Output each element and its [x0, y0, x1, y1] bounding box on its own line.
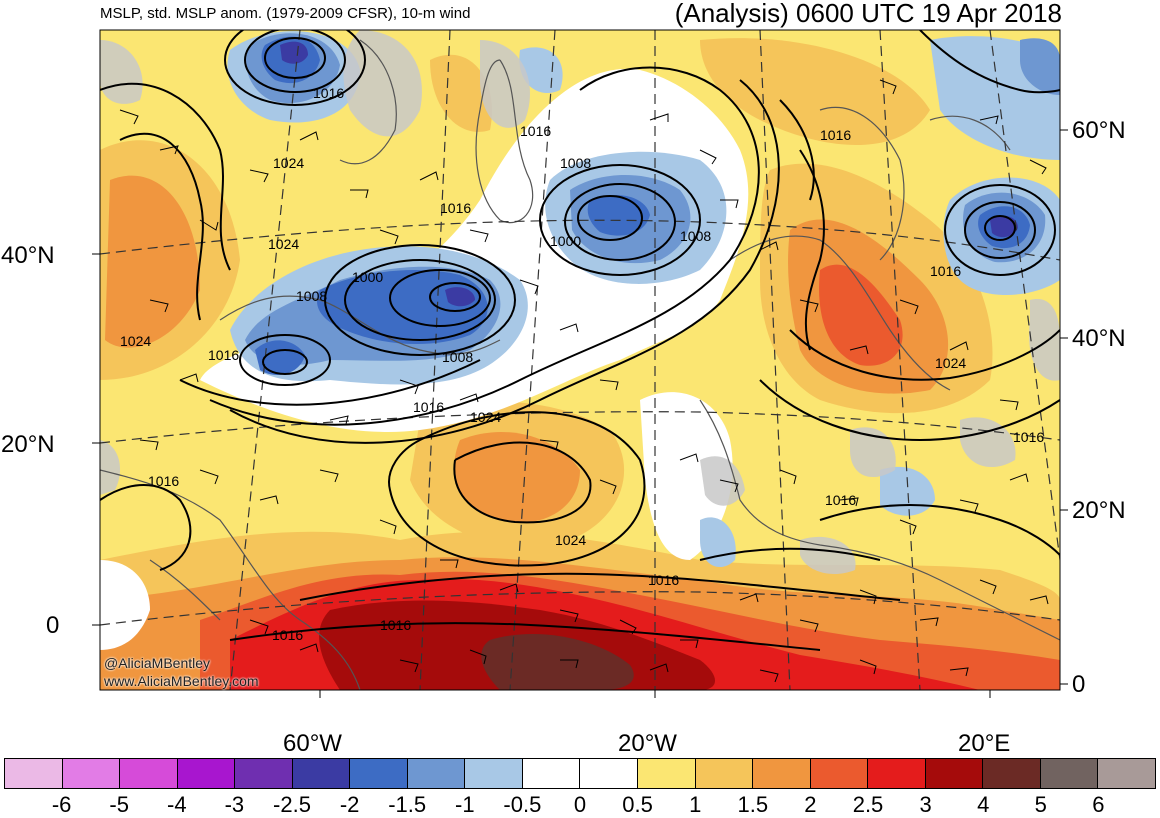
isobar-label: 1008: [296, 288, 327, 304]
lat-lon-grid: [100, 30, 1060, 690]
map-frame: [99, 29, 1061, 691]
lon-label: 20°E: [958, 730, 1011, 757]
colorbar-swatch: [465, 759, 523, 788]
colorbar-swatch: [120, 759, 178, 788]
colorbar-swatch: [235, 759, 293, 788]
isobar-label: 1024: [935, 355, 966, 371]
isobar-label: 1016: [413, 399, 444, 415]
colorbar-tick-label: -2.5: [273, 792, 311, 817]
isobar-label: 1024: [120, 333, 151, 349]
colorbar-tick-label: -1: [455, 792, 475, 817]
axis-ticks: [92, 129, 1068, 698]
colorbar: [4, 758, 1156, 789]
lat-label-left: 0: [46, 612, 60, 639]
isobar-label: 1024: [470, 409, 501, 425]
colorbar-swatch: [695, 759, 754, 788]
isobar-label: 1008: [442, 349, 473, 365]
isobar-label: 1016: [440, 200, 471, 216]
colorbar-tick-label: -0.5: [503, 792, 542, 817]
isobar-label: 1024: [268, 236, 299, 252]
isobar-label: 1000: [352, 269, 383, 285]
colorbar-tick-label: 2.5: [852, 792, 884, 817]
wind-barbs: [119, 79, 1049, 683]
credit-handle: @AliciaMBentley: [104, 655, 211, 671]
isobar-label: 1016: [208, 347, 239, 363]
lat-label-left: 40°N: [1, 242, 55, 269]
colorbar-tick-label: 2: [804, 792, 817, 817]
colorbar-tick-label: -2: [339, 792, 360, 817]
isobar-label: 1016: [648, 572, 679, 588]
colorbar-swatch: [5, 759, 63, 788]
colorbar-swatch: [925, 759, 984, 788]
isobar-label: 1008: [680, 228, 711, 244]
colorbar-swatch: [1040, 759, 1099, 788]
lat-label-right: 20°N: [1072, 497, 1126, 524]
colorbar-swatch: [1098, 759, 1155, 788]
colorbar-swatch: [580, 759, 639, 788]
isobar-label: 1016: [1013, 429, 1044, 445]
colorbar-tick-labels: -6 -5 -4 -3 -2.5 -2 -1.5 -1 -0.5 0 0.5 1 1.5 2 2.5 3 4 5 6: [0, 792, 1160, 817]
colorbar-tick-label: 0: [573, 792, 587, 817]
colorbar-tick-label: 4: [977, 792, 990, 817]
colorbar-swatch: [177, 759, 236, 788]
colorbar-swatch: [810, 759, 869, 788]
map-title-left: MSLP, std. MSLP anom. (1979-2009 CFSR), …: [100, 5, 471, 22]
colorbar-tick-label: -4: [167, 792, 187, 817]
lat-label-left: 20°N: [1, 431, 55, 458]
isobar-label: 1000: [550, 233, 581, 249]
lon-label: 20°W: [618, 730, 677, 757]
isobar-label: 1016: [930, 263, 961, 279]
colorbar-tick-label: -3: [224, 792, 245, 817]
anomaly-shading: [100, 30, 1060, 690]
colorbar-tick-label: -1.5: [388, 792, 427, 817]
colorbar-tick-label: 1.5: [737, 792, 769, 817]
isobar-label: 1024: [555, 532, 586, 548]
isobar-label: 1016: [380, 617, 411, 633]
colorbar-tick-label: 1: [689, 792, 702, 817]
colorbar-tick-label: 3: [919, 792, 932, 817]
colorbar-swatch: [983, 759, 1041, 788]
colorbar-swatch: [868, 759, 926, 788]
colorbar-tick-label: -5: [109, 792, 129, 817]
isobar-label: 1016: [148, 473, 179, 489]
lat-label-right: 0: [1072, 671, 1086, 698]
isobar-label: 1024: [273, 155, 304, 171]
colorbar-swatch: [407, 759, 466, 788]
colorbar-tick-label: 0.5: [622, 792, 653, 817]
isobar-labels: 1016 1024 1016 1008 1024 1016 1000 1008 …: [120, 85, 1044, 643]
isobar-label: 1016: [825, 492, 856, 508]
isobars: [100, 30, 1060, 651]
colorbar-swatch: [292, 759, 351, 788]
isobar-label: 1008: [560, 155, 591, 171]
credit-url: www.AliciaMBentley.com: [104, 673, 259, 689]
colorbar-swatch: [753, 759, 811, 788]
colorbar-swatch: [638, 759, 696, 788]
map-title-right: (Analysis) 0600 UTC 19 Apr 2018: [674, 0, 1062, 28]
colorbar-swatch: [62, 759, 121, 788]
isobar-label: 1016: [272, 627, 303, 643]
lon-label: 60°W: [283, 730, 342, 757]
lat-label-right: 40°N: [1072, 325, 1126, 352]
colorbar-tick-label: 6: [1092, 792, 1105, 817]
isobar-label: 1016: [520, 123, 551, 139]
colorbar-swatch: [350, 759, 408, 788]
lat-label-right: 60°N: [1072, 117, 1126, 144]
weather-map: 1016 1024 1016 1008 1024 1016 1000 1008 …: [92, 29, 1068, 698]
colorbar-swatch: [522, 759, 581, 788]
isobar-label: 1016: [820, 127, 851, 143]
colorbar-tick-label: -6: [51, 792, 72, 817]
isobar-label: 1016: [313, 85, 344, 101]
colorbar-tick-label: 5: [1034, 792, 1047, 817]
